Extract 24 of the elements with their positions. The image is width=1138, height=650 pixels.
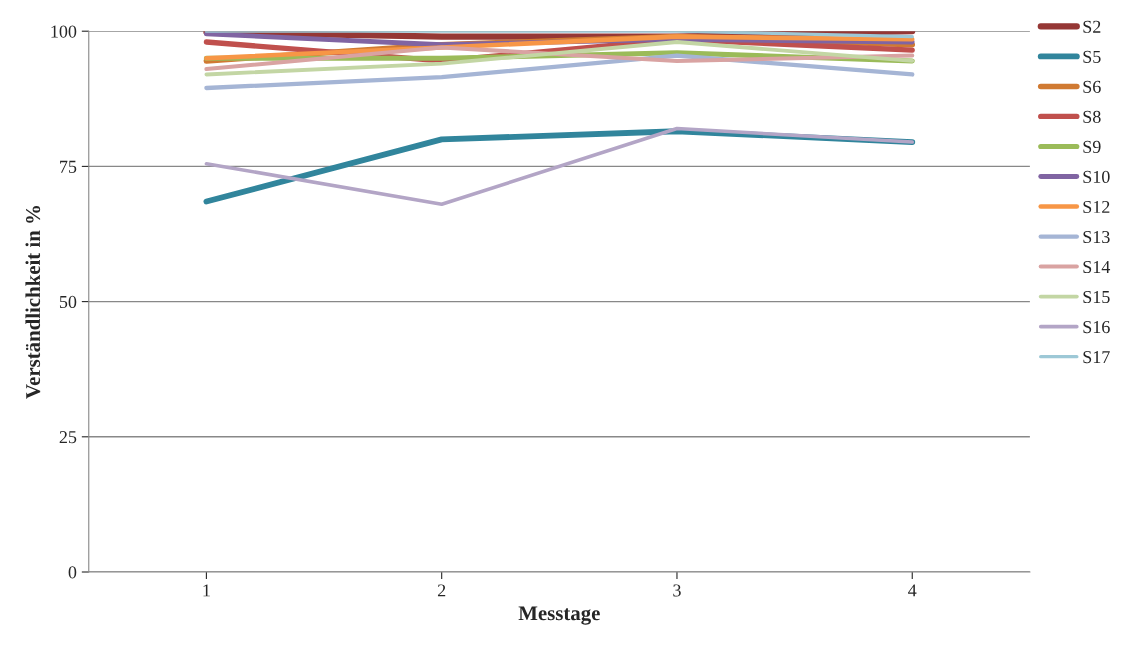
y-tick-label: 25 <box>59 431 77 444</box>
x-tick-label: 2 <box>437 584 446 597</box>
line-series <box>204 53 915 91</box>
x-axis-title: Messtage <box>518 606 600 625</box>
legend-label: S16 <box>1083 321 1110 334</box>
legend-label: S14 <box>1083 260 1111 274</box>
y-tick-label: 75 <box>60 160 77 173</box>
legend-label: S5 <box>1083 50 1101 63</box>
y-axis-title: Verständlichkeit in % <box>25 206 41 399</box>
legend-label: S9 <box>1083 140 1101 153</box>
y-tick-label: 0 <box>68 566 77 579</box>
y-tick-label: 50 <box>59 295 77 309</box>
legend-label: S8 <box>1083 110 1101 123</box>
legend-label: S13 <box>1083 230 1110 244</box>
x-tick-label: 3 <box>673 584 681 597</box>
legend-label: S2 <box>1083 20 1101 33</box>
x-tick-label: 4 <box>908 584 917 597</box>
legend-label: S6 <box>1083 80 1101 93</box>
legend-label: S15 <box>1083 290 1110 304</box>
legend-label: S10 <box>1083 170 1110 183</box>
legend-label: S12 <box>1083 200 1110 214</box>
y-tick-label: 100 <box>51 25 77 38</box>
legend-label: S17 <box>1083 351 1110 364</box>
x-tick-label: 1 <box>203 584 210 597</box>
